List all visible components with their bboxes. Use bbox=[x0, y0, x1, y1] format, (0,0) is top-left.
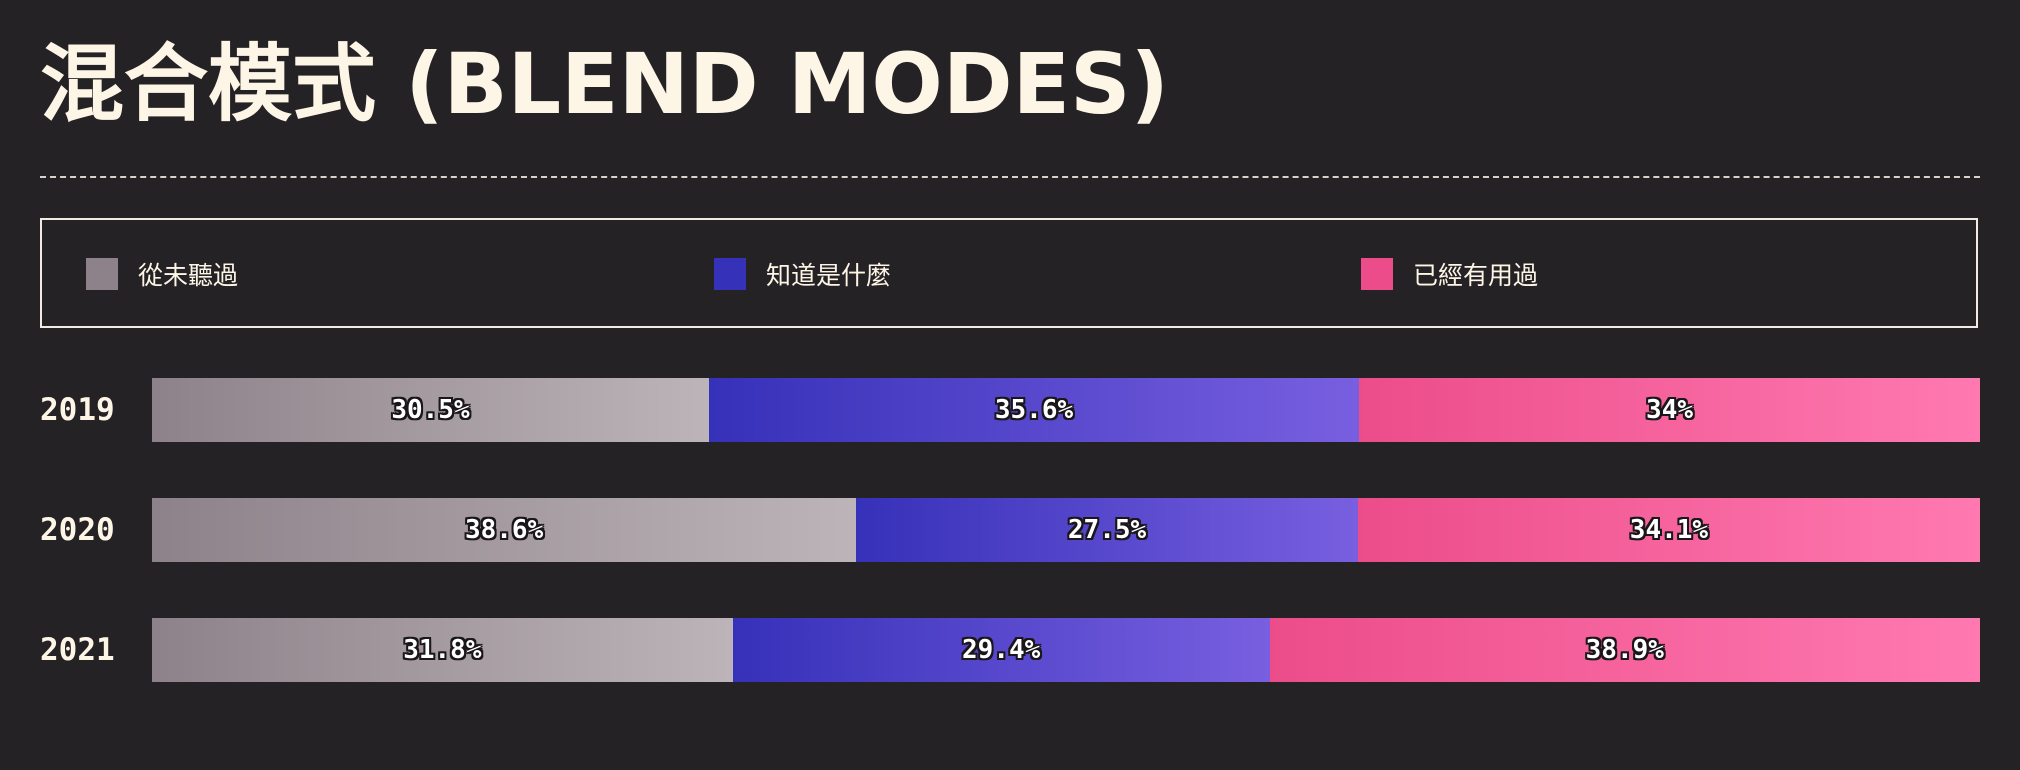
legend-swatch-have-used bbox=[1361, 258, 1393, 290]
bar-row-2021: 31.8% 29.4% 38.9% bbox=[152, 618, 1980, 682]
data-label-never-heard-2019: 30.5% bbox=[391, 395, 470, 425]
data-label-never-heard-2020: 38.6% bbox=[464, 515, 544, 545]
data-label-never-heard-2021: 31.8% bbox=[403, 635, 482, 665]
legend-label-never-heard: 從未聽過 bbox=[138, 261, 239, 290]
bar-segment-have-used-2021: 38.9% bbox=[1269, 618, 1980, 682]
bar-segment-know-what-it-is-2021: 29.4% bbox=[732, 618, 1270, 682]
title-divider bbox=[40, 176, 1980, 178]
chart-title: 混合模式 (BLEND MODES) bbox=[40, 35, 1169, 133]
data-label-have-used-2020: 34.1% bbox=[1629, 515, 1709, 545]
bar-segment-have-used-2019: 34% bbox=[1359, 378, 1980, 442]
data-label-have-used-2021: 38.9% bbox=[1585, 635, 1664, 665]
bar-row-2019: 30.5% 35.6% 34% bbox=[152, 378, 1980, 442]
legend-item-know-what-it-is: 知道是什麼 bbox=[714, 258, 891, 290]
data-label-know-what-it-is-2019: 35.6% bbox=[994, 395, 1074, 425]
legend: 從未聽過 知道是什麼 已經有用過 bbox=[40, 218, 1978, 328]
bar-segment-never-heard-2020: 38.6% bbox=[152, 498, 857, 562]
data-label-know-what-it-is-2020: 27.5% bbox=[1067, 515, 1147, 545]
bar-row-2020: 38.6% 27.5% 34.1% bbox=[152, 498, 1980, 562]
year-label-2019: 2019 bbox=[40, 392, 115, 428]
legend-item-have-used: 已經有用過 bbox=[1361, 258, 1538, 290]
year-label-2021: 2021 bbox=[40, 632, 115, 668]
bar-segment-know-what-it-is-2019: 35.6% bbox=[708, 378, 1360, 442]
data-label-know-what-it-is-2021: 29.4% bbox=[962, 635, 1041, 665]
bar-segment-know-what-it-is-2020: 27.5% bbox=[856, 498, 1358, 562]
data-label-have-used-2019: 34% bbox=[1646, 395, 1694, 425]
bar-segment-never-heard-2021: 31.8% bbox=[152, 618, 733, 682]
legend-swatch-know-what-it-is bbox=[714, 258, 746, 290]
legend-label-have-used: 已經有用過 bbox=[1413, 261, 1539, 290]
bar-segment-never-heard-2019: 30.5% bbox=[152, 378, 709, 442]
legend-item-never-heard: 從未聽過 bbox=[86, 258, 238, 290]
year-label-2020: 2020 bbox=[40, 512, 115, 548]
bar-segment-have-used-2020: 34.1% bbox=[1357, 498, 1980, 562]
legend-label-know-what-it-is: 知道是什麼 bbox=[766, 261, 892, 290]
legend-swatch-never-heard bbox=[86, 258, 118, 290]
